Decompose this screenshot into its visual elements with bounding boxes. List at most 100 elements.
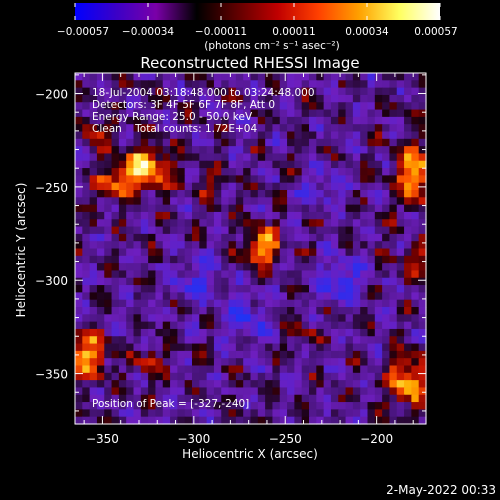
heatmap-cell: [250, 299, 259, 308]
heatmap-cell: [89, 226, 98, 235]
heatmap-cell: [199, 387, 208, 396]
heatmap-cell: [418, 175, 427, 184]
heatmap-cell: [382, 336, 391, 345]
heatmap-cell: [206, 248, 215, 257]
heatmap-cell: [155, 226, 164, 235]
heatmap-cell: [111, 102, 120, 111]
heatmap-cell: [330, 219, 339, 228]
heatmap-cell: [360, 226, 369, 235]
heatmap-cell: [250, 350, 259, 359]
heatmap-cell: [243, 233, 252, 242]
heatmap-cell: [104, 168, 113, 176]
heatmap-cell: [323, 387, 332, 396]
heatmap-cell: [184, 263, 193, 272]
heatmap-cell: [396, 292, 405, 301]
heatmap-cell: [279, 168, 288, 176]
heatmap-cell: [345, 314, 354, 323]
heatmap-cell: [396, 328, 405, 337]
heatmap-cell: [352, 336, 361, 345]
heatmap-cell: [389, 168, 398, 176]
heatmap-cell: [404, 102, 412, 111]
heatmap-cell: [126, 248, 135, 257]
heatmap-cell: [82, 350, 91, 359]
heatmap-cell: [316, 94, 325, 103]
heatmap-cell: [184, 73, 193, 81]
heatmap-cell: [235, 358, 244, 367]
heatmap-cell: [374, 197, 383, 206]
heatmap-cell: [287, 131, 295, 140]
heatmap-cell: [243, 343, 252, 352]
heatmap-cell: [257, 299, 266, 308]
heatmap-cell: [265, 292, 274, 301]
heatmap-cell: [367, 226, 376, 235]
heatmap-cell: [89, 372, 98, 381]
heatmap-cell: [367, 343, 376, 352]
heatmap-cell: [184, 350, 193, 359]
heatmap-cell: [272, 409, 281, 418]
heatmap-cell: [75, 87, 83, 96]
heatmap-cell: [148, 146, 157, 155]
heatmap-cell: [316, 211, 325, 220]
heatmap-cell: [316, 350, 325, 359]
footer-timestamp: 2-May-2022 00:33: [386, 483, 496, 497]
heatmap-cell: [221, 328, 230, 337]
heatmap-cell: [75, 80, 83, 89]
heatmap-cell: [330, 153, 339, 162]
heatmap-cell: [213, 211, 222, 220]
heatmap-cell: [309, 190, 317, 198]
heatmap-cell: [338, 153, 347, 162]
heatmap-cell: [221, 219, 230, 228]
heatmap-cell: [294, 343, 303, 352]
heatmap-cell: [287, 197, 295, 206]
heatmap-cell: [404, 182, 412, 191]
heatmap-cell: [411, 358, 420, 367]
heatmap-cell: [177, 285, 186, 293]
heatmap-cell: [374, 116, 383, 125]
heatmap-cell: [235, 138, 244, 147]
heatmap-cell: [323, 146, 332, 155]
heatmap-cell: [250, 358, 259, 367]
heatmap-cell: [352, 219, 361, 228]
heatmap-cell: [104, 175, 113, 184]
heatmap-cell: [360, 116, 369, 125]
heatmap-cell: [389, 116, 398, 125]
heatmap-cell: [192, 146, 200, 155]
heatmap-cell: [301, 73, 310, 81]
heatmap-cell: [345, 80, 354, 89]
heatmap-cell: [104, 307, 113, 315]
heatmap-cell: [126, 416, 135, 425]
heatmap-cell: [126, 131, 135, 140]
heatmap-cell: [206, 204, 215, 213]
heatmap-cell: [184, 226, 193, 235]
heatmap-cell: [243, 211, 252, 220]
heatmap-cell: [294, 358, 303, 367]
heatmap-cell: [155, 124, 164, 133]
heatmap-cell: [170, 109, 178, 118]
heatmap-cell: [96, 343, 105, 352]
heatmap-cell: [345, 94, 354, 103]
heatmap-cell: [374, 285, 383, 293]
heatmap-cell: [323, 73, 332, 81]
heatmap-cell: [111, 94, 120, 103]
plot-frame: [74, 72, 427, 425]
heatmap-cell: [170, 350, 178, 359]
heatmap-cell: [323, 124, 332, 133]
heatmap-cell: [96, 102, 105, 111]
heatmap-cell: [374, 380, 383, 389]
heatmap-cell: [294, 124, 303, 133]
heatmap-cell: [367, 350, 376, 359]
heatmap-cell: [389, 175, 398, 184]
heatmap-cell: [192, 211, 200, 220]
heatmap-cell: [199, 263, 208, 272]
heatmap-cell: [104, 263, 113, 272]
heatmap-cell: [338, 219, 347, 228]
heatmap-cell: [301, 153, 310, 162]
heatmap-cell: [360, 73, 369, 81]
heatmap-cell: [411, 380, 420, 389]
heatmap-cell: [352, 94, 361, 103]
heatmap-cell: [75, 365, 83, 374]
heatmap-cell: [338, 416, 347, 425]
heatmap-cell: [126, 343, 135, 352]
heatmap-cell: [279, 160, 288, 169]
heatmap-cell: [133, 365, 142, 374]
